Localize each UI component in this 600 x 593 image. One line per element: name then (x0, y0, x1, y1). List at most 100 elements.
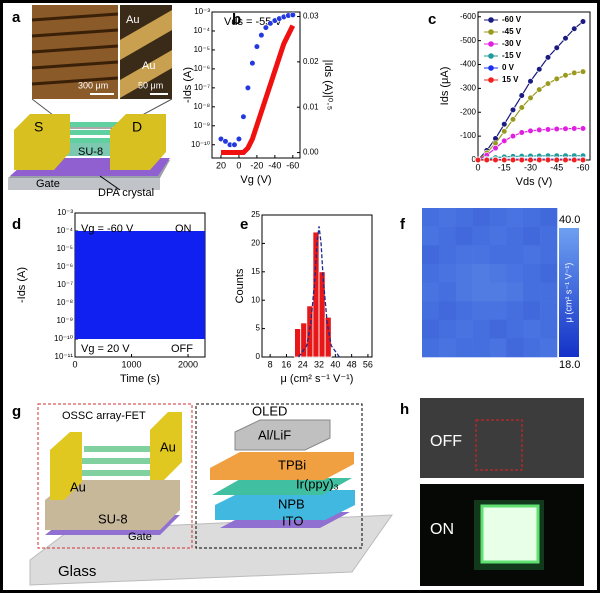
heat-cell (455, 282, 473, 302)
panel-label: b (232, 11, 241, 28)
heat-cell (540, 263, 558, 283)
point (527, 156, 534, 164)
label: Ir(ppy)₃ (296, 476, 339, 491)
heat-cell (540, 319, 558, 339)
heat-cell (455, 319, 473, 339)
crystal-strips (80, 446, 164, 476)
heat-cell (523, 245, 541, 265)
x-tick-label: 24 (298, 359, 308, 369)
legend-marker (488, 77, 494, 83)
cathode (234, 419, 331, 451)
state-label: OFF (430, 433, 462, 450)
bar (294, 328, 302, 358)
heat-cell (455, 245, 473, 265)
point (544, 126, 552, 133)
colorbar-tick-label: 40.0 (559, 214, 580, 226)
su8 (45, 480, 180, 530)
x-axis-label: Time (s) (120, 373, 160, 385)
x-tick-label: 2000 (178, 359, 198, 369)
x-axis-label: Vg (V) (240, 174, 271, 186)
layer-label: Gate (36, 178, 60, 190)
x-tick-label: 0 (236, 160, 241, 170)
heat-cell (489, 208, 507, 227)
heat-cell (506, 301, 524, 321)
photo-text: 300 μm (78, 80, 108, 90)
label: Gate (128, 531, 152, 543)
heat-cell (489, 245, 507, 265)
annotation: Vg = 20 V (81, 343, 130, 355)
heat-cell (438, 263, 457, 283)
label: Glass (58, 563, 96, 580)
electrode-label: S (34, 119, 43, 135)
point (249, 60, 256, 67)
label: NPB (278, 496, 305, 511)
point (579, 68, 587, 75)
heat-cell (455, 301, 473, 321)
x-tick-label: -60 (286, 160, 299, 170)
point (562, 35, 569, 42)
point (536, 156, 543, 164)
y-tick-label: 10⁻⁶ (57, 262, 73, 271)
heat-cell (472, 263, 490, 283)
point (492, 144, 499, 152)
photo-text: 50 μm (138, 80, 163, 90)
heat-cell (523, 208, 541, 227)
y-tick-label: 10⁻⁷ (57, 280, 73, 289)
point (553, 44, 560, 51)
heat-cell (506, 338, 524, 358)
y-axis-label: -Ids (A) (182, 67, 194, 103)
source-electrode (14, 114, 70, 170)
electrode-label: D (132, 119, 142, 135)
point (571, 69, 578, 76)
au-electrode (150, 412, 182, 480)
point (244, 84, 252, 91)
x-tick-label: -30 (524, 162, 537, 172)
y-tick-label: -200 (460, 107, 477, 116)
colorbar-tick-label: 18.0 (559, 359, 580, 371)
x-axis-label: Vds (V) (516, 176, 553, 188)
bar (306, 305, 314, 358)
y-tick-label: 10⁻¹⁰ (54, 334, 73, 343)
layer-label: DPA crystal (98, 187, 154, 199)
legend-label: -45 V (502, 27, 522, 36)
legend-label: -30 V (502, 39, 522, 48)
heat-cell (489, 301, 507, 321)
heat-cell (422, 338, 440, 358)
y-tick-label: 10⁻⁴ (56, 226, 73, 235)
y2-tick-label: 0.00 (303, 148, 319, 157)
y-tick-label: 10⁻⁷ (194, 83, 210, 92)
photo-stripe (120, 10, 172, 60)
y2-tick-label: 0.02 (303, 57, 319, 66)
heat-cell (523, 338, 541, 358)
heat-cell (523, 263, 541, 283)
point (240, 113, 247, 120)
y-tick-label: 10⁻³ (57, 208, 73, 217)
photo-off (420, 398, 584, 478)
heat-cell (523, 282, 541, 302)
gate-layer (8, 178, 160, 190)
point (562, 156, 569, 164)
label: TPBi (278, 457, 306, 472)
heat-cell (506, 319, 524, 339)
oled-box (195, 403, 363, 549)
heat-cell (472, 282, 490, 302)
heat-cell (489, 282, 507, 302)
point (562, 72, 569, 79)
heat-cell (506, 282, 524, 302)
point (518, 156, 525, 164)
point (222, 138, 229, 145)
legend-marker (488, 29, 494, 35)
y-tick-label: 0 (256, 352, 261, 361)
point (527, 78, 534, 85)
point (509, 116, 517, 123)
y-tick-label: 10⁻³ (194, 7, 210, 16)
x-tick-label: -15 (498, 162, 511, 172)
heat-cell (489, 226, 507, 246)
heat-cell (540, 338, 558, 358)
x-tick-label: -60 (576, 162, 589, 172)
heat-cell (506, 208, 524, 227)
legend-marker (488, 41, 494, 47)
panel-g: g OSSC array-FET Au Au SU-8 Gate OLED Al… (12, 403, 393, 586)
heat-cell (455, 226, 473, 246)
plot-frame (211, 11, 301, 159)
